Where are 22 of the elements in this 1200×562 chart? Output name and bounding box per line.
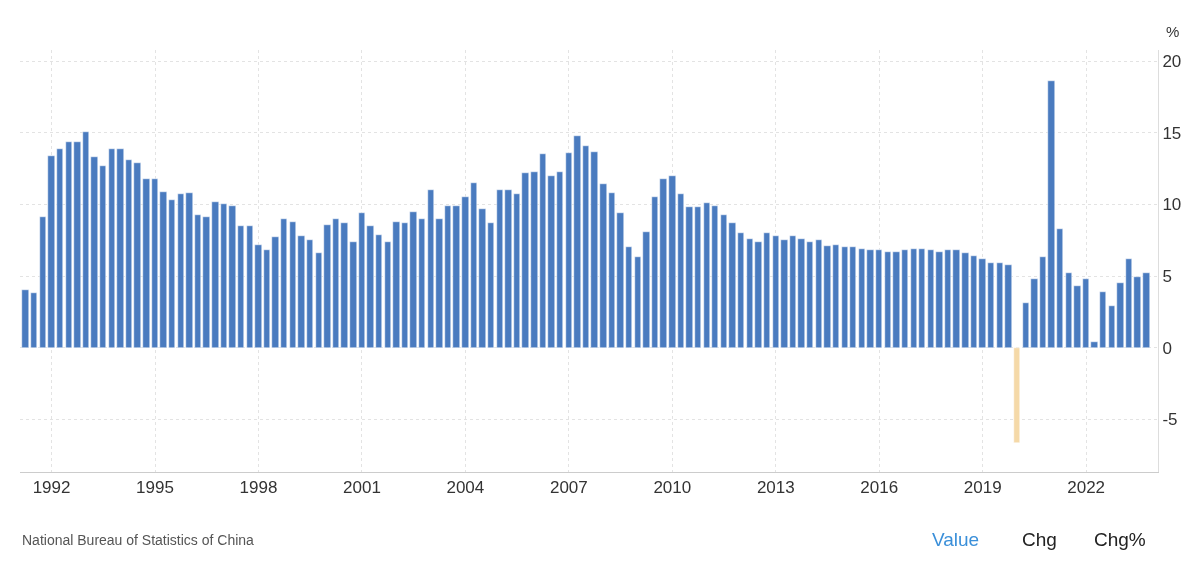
y-tick-label: 5 — [1162, 266, 1172, 286]
text: Chg — [1022, 529, 1057, 550]
y-tick-label: 0 — [1162, 338, 1172, 358]
x-tick-label: 2004 — [446, 478, 485, 498]
x-tick-label: 2007 — [549, 478, 588, 498]
text: Chg% — [1094, 529, 1146, 550]
x-tick-label: 2010 — [653, 478, 692, 498]
x-tick-label: 2013 — [756, 478, 795, 498]
y-tick-label: 15 — [1162, 123, 1182, 143]
x-tick-label: 2001 — [343, 478, 381, 498]
text: National Bureau of Statistics of China — [22, 532, 255, 548]
x-tick-label: 1992 — [32, 478, 71, 498]
y-tick-label: -5 — [1162, 410, 1178, 430]
text: Value — [932, 529, 980, 550]
x-tick-label: 2016 — [860, 478, 899, 498]
x-tick-label: 2022 — [1067, 478, 1106, 498]
y-axis-title: % — [1166, 23, 1180, 40]
y-tick-label: 10 — [1162, 195, 1182, 215]
x-tick-label: 1995 — [136, 478, 174, 498]
x-tick-label: 2019 — [963, 478, 1002, 498]
y-tick-label: 20 — [1162, 52, 1182, 72]
x-tick-label: 1998 — [239, 478, 278, 498]
